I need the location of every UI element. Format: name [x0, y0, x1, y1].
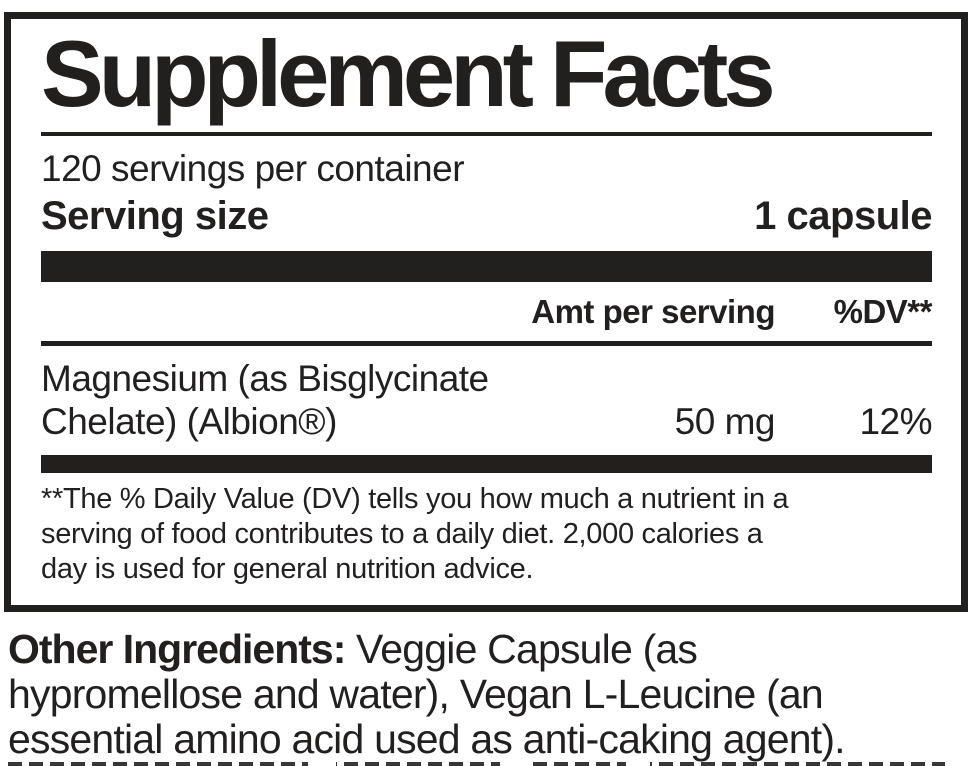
- section-bar-top: [41, 251, 932, 283]
- nutrient-name: Magnesium (as Bisglycinate Chelate) (Alb…: [41, 357, 625, 443]
- nutrient-row-magnesium: Magnesium (as Bisglycinate Chelate) (Alb…: [41, 357, 933, 443]
- dv-footnote: **The % Daily Value (DV) tells you how m…: [41, 482, 932, 587]
- serving-size-value: 1 capsule: [754, 194, 932, 239]
- nutrient-dv: 12%: [859, 401, 932, 443]
- other-ingredients-line1: Other Ingredients: Veggie Capsule (as: [8, 627, 960, 672]
- header-divider-rule: [41, 341, 932, 347]
- dv-footnote-line2: serving of food contributes to a daily d…: [41, 518, 763, 551]
- nutrient-name-line1: Magnesium (as Bisglycinate: [41, 358, 489, 400]
- servings-per-container: 120 servings per container: [41, 148, 465, 190]
- dv-column-header: %DV**: [833, 293, 933, 331]
- title-divider-rule: [41, 132, 932, 137]
- other-ingredients-label: Other Ingredients:: [8, 626, 346, 672]
- panel-title: Supplement Facts: [41, 21, 776, 126]
- other-ingredients-line3: essential amino acid used as anti-caking…: [8, 716, 846, 762]
- other-ingredients-line2: hypromellose and water), Vegan L-Leucine…: [8, 671, 824, 717]
- nutrient-name-line2: Chelate) (Albion®): [41, 401, 337, 443]
- dv-footnote-line3: day is used for general nutrition advice…: [41, 553, 534, 586]
- nutrient-amount: 50 mg: [674, 401, 776, 443]
- serving-size-row: Serving size 1 capsule: [41, 193, 932, 239]
- supplement-facts-panel: Supplement Facts 120 servings per contai…: [4, 12, 968, 612]
- clipped-text-row: [8, 762, 945, 766]
- other-ingredients-line1-rest: Veggie Capsule (as: [345, 626, 698, 672]
- serving-size-label: Serving size: [41, 194, 269, 239]
- column-header-row: Amt per serving %DV**: [41, 293, 932, 331]
- section-bar-bottom: [41, 455, 932, 474]
- other-ingredients: Other Ingredients: Veggie Capsule (as hy…: [8, 627, 960, 762]
- amount-column-header: Amt per serving: [531, 293, 775, 331]
- dv-footnote-line1: **The % Daily Value (DV) tells you how m…: [41, 483, 789, 516]
